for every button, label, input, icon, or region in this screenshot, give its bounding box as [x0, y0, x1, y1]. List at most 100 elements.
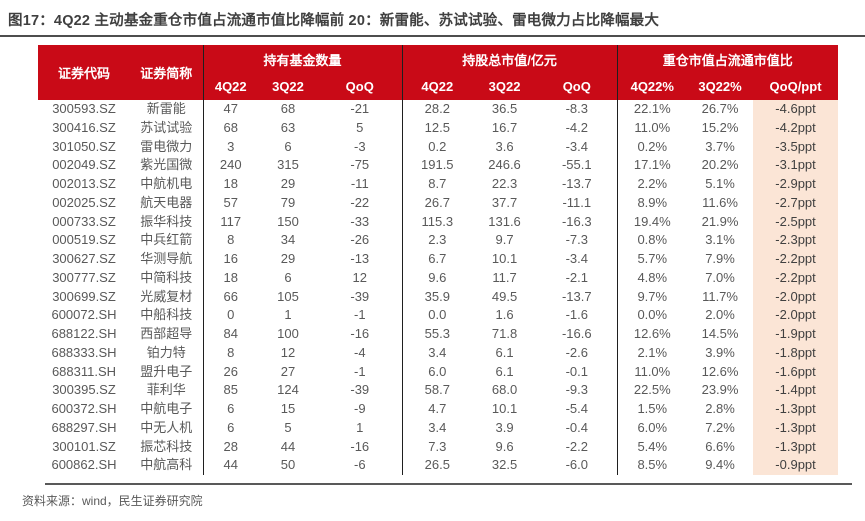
table-row: 600862.SH 中航高科 44 50 -6 26.5 32.5 -6.0 8.5% 9.4% -…: [38, 456, 839, 475]
cell-ratio-4q22: 5.7%: [616, 250, 688, 269]
cell-funds-3q22: 150: [277, 213, 299, 229]
cell-ratio-3q22: 23.9%: [701, 382, 739, 398]
cell-funds-4q22: 26: [202, 362, 258, 382]
cell-value-qoq: -3.4: [565, 251, 588, 266]
cell-funds-qoq: -16: [350, 438, 370, 454]
cell-ratio-qoq-ppt: -2.2ppt: [753, 268, 839, 288]
cell-name: 新雷能: [146, 101, 186, 116]
sub-header-ratio-3q22: 3Q22%: [687, 73, 754, 100]
cell-ratio-qoq-ppt: -1.8ppt: [753, 343, 839, 363]
cell-ratio-4q22: 0.8%: [616, 231, 688, 250]
group-header-fund-count: 持有基金数量: [202, 45, 403, 73]
cell-ratio-qoq-ppt: -2.0ppt: [753, 306, 839, 325]
sub-header-funds-4q22: 4Q22: [202, 73, 258, 100]
cell-ratio-qoq-ppt: -2.3ppt: [753, 231, 839, 250]
cell-funds-4q22: 66: [202, 287, 258, 307]
cell-ratio-3q22: 20.2%: [701, 157, 739, 173]
cell-value-qoq: -9.3: [565, 382, 588, 398]
cell-ratio-qoq-ppt: -3.1ppt: [753, 156, 839, 175]
cell-name: 盟升电子: [140, 363, 193, 379]
cell-funds-3q22: 29: [280, 176, 296, 191]
cell-funds-qoq: -16: [350, 326, 370, 341]
cell-name: 华测导航: [140, 251, 193, 266]
cell-code: 300699.SZ: [52, 288, 116, 304]
cell-code: 300101.SZ: [52, 438, 116, 454]
cell-funds-3q22: 100: [277, 326, 299, 341]
cell-code: 000519.SZ: [52, 232, 116, 248]
cell-value-4q22: 0.2: [401, 137, 473, 157]
cell-ratio-qoq-ppt: -3.5ppt: [753, 137, 839, 157]
cell-funds-4q22: 84: [202, 325, 258, 344]
cell-funds-3q22: 68: [280, 101, 296, 116]
cell-value-3q22: 37.7: [491, 194, 518, 210]
cell-ratio-3q22: 3.7%: [705, 138, 735, 154]
cell-value-3q22: 10.1: [491, 401, 518, 416]
cell-ratio-qoq-ppt: -2.7ppt: [753, 193, 839, 213]
cell-value-qoq: -7.3: [565, 232, 588, 248]
cell-value-3q22: 6.1: [495, 344, 514, 360]
cell-funds-4q22: 44: [202, 456, 258, 475]
cell-ratio-4q22: 2.1%: [616, 343, 688, 363]
cell-funds-3q22: 124: [277, 382, 299, 398]
cell-value-4q22: 6.7: [401, 250, 473, 269]
cell-funds-4q22: 47: [202, 100, 258, 119]
cell-ratio-qoq-ppt: -1.9ppt: [753, 325, 839, 344]
cell-value-3q22: 9.7: [495, 232, 514, 248]
cell-value-3q22: 6.1: [495, 363, 514, 379]
cell-ratio-3q22: 5.1%: [705, 176, 735, 191]
cell-value-4q22: 9.6: [401, 268, 473, 288]
cell-value-3q22: 9.6: [495, 438, 514, 454]
cell-funds-3q22: 63: [280, 119, 296, 135]
cell-ratio-4q22: 1.5%: [616, 400, 688, 419]
cell-value-qoq: -13.7: [561, 288, 592, 304]
cell-value-qoq: -16.6: [561, 326, 592, 341]
sub-header-ratio-4q22: 4Q22%: [616, 73, 688, 100]
cell-name: 振芯科技: [140, 438, 193, 454]
cell-ratio-qoq-ppt: -0.9ppt: [753, 456, 839, 475]
cell-funds-qoq: -9: [353, 401, 366, 416]
cell-ratio-qoq-ppt: -2.0ppt: [753, 287, 839, 307]
cell-funds-qoq: -21: [350, 101, 370, 116]
cell-funds-qoq: -6: [353, 457, 366, 473]
cell-funds-4q22: 57: [202, 193, 258, 213]
cell-ratio-3q22: 12.6%: [701, 363, 739, 379]
table-row: 301050.SZ 雷电微力 3 6 -3 0.2 3.6 -3.4 0.2% 3.7% -3.5p…: [38, 137, 839, 157]
cell-funds-4q22: 117: [202, 212, 258, 232]
table-row: 688311.SH 盟升电子 26 27 -1 6.0 6.1 -0.1 11.0% 12.6% -…: [38, 362, 839, 382]
cell-name: 中无人机: [140, 419, 193, 435]
cell-ratio-qoq-ppt: -1.3ppt: [753, 418, 839, 438]
cell-value-qoq: -8.3: [565, 101, 588, 116]
cell-code: 600372.SH: [51, 401, 117, 416]
cell-ratio-4q22: 12.6%: [616, 325, 688, 344]
cell-ratio-4q22: 22.5%: [616, 381, 688, 400]
cell-ratio-qoq-ppt: -1.4ppt: [753, 381, 839, 400]
cell-funds-3q22: 44: [280, 438, 296, 454]
cell-ratio-4q22: 9.7%: [616, 287, 688, 307]
cell-value-3q22: 32.5: [491, 457, 518, 473]
table-row: 600372.SH 中航电子 6 15 -9 4.7 10.1 -5.4 1.5% 2.8% -1.…: [38, 400, 839, 419]
cell-value-3q22: 49.5: [491, 288, 518, 304]
cell-code: 688311.SH: [51, 363, 117, 379]
table-row: 000733.SZ 振华科技 117 150 -33 115.3 131.6 -16.3 19.…: [38, 212, 839, 232]
table-row: 300593.SZ 新雷能 47 68 -21 28.2 36.5 -8.3 22.1% 26.7…: [38, 100, 839, 119]
cell-ratio-3q22: 15.2%: [701, 119, 739, 135]
group-header-holding-value: 持股总市值/亿元: [401, 45, 618, 73]
cell-funds-3q22: 27: [280, 363, 296, 379]
cell-code: 600862.SH: [51, 457, 117, 473]
cell-ratio-4q22: 6.0%: [616, 418, 688, 438]
sub-header-ratio-qoq-ppt: QoQ/ppt: [753, 73, 839, 100]
cell-funds-qoq: -75: [350, 157, 370, 173]
cell-value-4q22: 6.0: [401, 362, 473, 382]
sub-header-value-4q22: 4Q22: [401, 73, 473, 100]
cell-value-3q22: 1.6: [495, 307, 514, 323]
cell-ratio-3q22: 3.9%: [705, 344, 735, 360]
table-row: 300627.SZ 华测导航 16 29 -13 6.7 10.1 -3.4 5.7% 7.9% -…: [38, 250, 839, 269]
cell-ratio-3q22: 11.7%: [702, 288, 738, 304]
sub-header-value-qoq: QoQ: [537, 73, 618, 100]
cell-code: 002025.SZ: [52, 194, 116, 210]
cell-ratio-qoq-ppt: -4.6ppt: [753, 100, 839, 119]
cell-funds-qoq: -26: [350, 232, 370, 248]
cell-funds-4q22: 6: [202, 400, 258, 419]
cell-name: 中航电子: [140, 401, 193, 416]
